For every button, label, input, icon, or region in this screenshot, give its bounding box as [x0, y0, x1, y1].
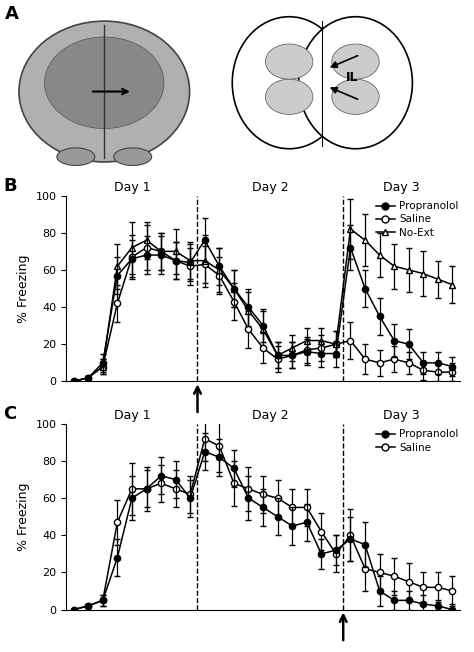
Text: Day 3: Day 3 — [383, 181, 420, 194]
Ellipse shape — [45, 37, 164, 128]
Text: Test: Test — [391, 434, 412, 443]
Ellipse shape — [332, 79, 379, 115]
Text: C: C — [3, 405, 17, 423]
Y-axis label: % Freezing: % Freezing — [17, 254, 30, 323]
Ellipse shape — [57, 148, 95, 166]
Text: Day 1: Day 1 — [114, 181, 150, 194]
Y-axis label: % Freezing: % Freezing — [17, 482, 30, 551]
Ellipse shape — [232, 17, 346, 149]
Ellipse shape — [265, 79, 313, 115]
Ellipse shape — [265, 44, 313, 80]
Text: IL: IL — [346, 71, 358, 84]
Text: Day 3: Day 3 — [383, 409, 420, 422]
Text: Extinction
Trials: Extinction Trials — [243, 434, 298, 455]
Legend: Propranolol, Saline: Propranolol, Saline — [372, 425, 463, 457]
Ellipse shape — [19, 21, 190, 162]
Text: Conditioning: Conditioning — [97, 434, 167, 443]
Ellipse shape — [114, 148, 152, 166]
Text: B: B — [3, 177, 17, 195]
Text: A: A — [5, 5, 18, 23]
Text: Day 2: Day 2 — [252, 181, 289, 194]
Text: Day 2: Day 2 — [252, 409, 289, 422]
Ellipse shape — [332, 44, 379, 80]
Legend: Propranolol, Saline, No-Ext: Propranolol, Saline, No-Ext — [372, 197, 463, 242]
Ellipse shape — [299, 17, 412, 149]
Text: Day 1: Day 1 — [114, 409, 150, 422]
